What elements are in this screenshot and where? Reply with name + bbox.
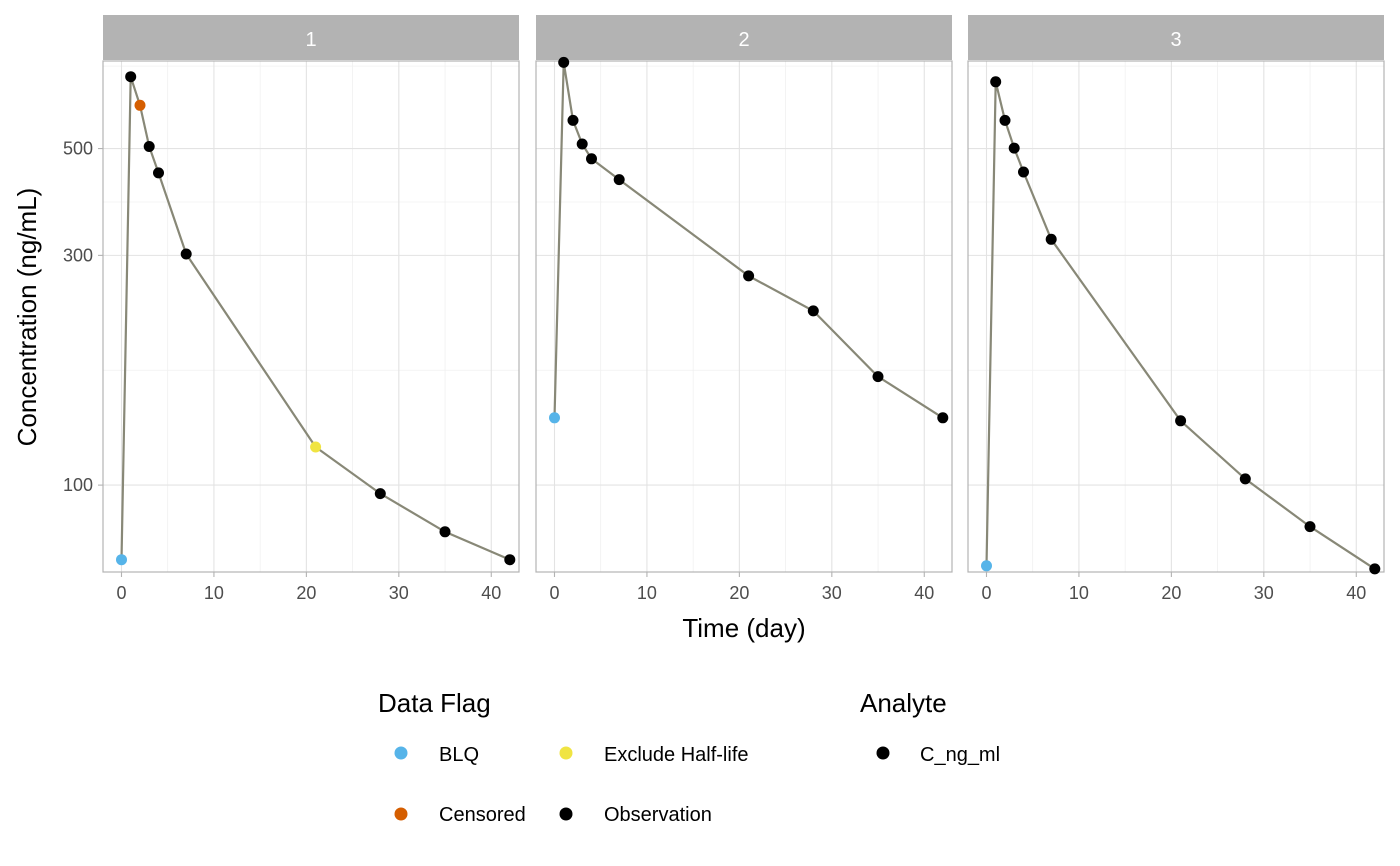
x-tick-label: 10 — [637, 583, 657, 603]
legend-title-data-flag: Data Flag — [378, 688, 491, 718]
data-point — [439, 526, 451, 538]
data-point — [1239, 473, 1251, 485]
data-point — [990, 76, 1002, 88]
x-tick-label: 20 — [1161, 583, 1181, 603]
x-tick-label: 0 — [981, 583, 991, 603]
x-tick-label: 30 — [822, 583, 842, 603]
x-tick-label: 0 — [549, 583, 559, 603]
x-axis-title: Time (day) — [682, 613, 805, 643]
legend-label-analyte: C_ng_ml — [920, 744, 1000, 766]
facet-strip-label: 2 — [738, 29, 749, 51]
data-point — [999, 114, 1011, 126]
legend-key-blq — [394, 746, 408, 760]
data-point — [558, 56, 570, 68]
panel-border — [535, 60, 953, 573]
data-point — [1018, 166, 1029, 178]
legend-label-exclude-half-life: Exclude Half-life — [604, 744, 749, 766]
y-tick-label: 500 — [63, 139, 93, 159]
data-point — [310, 441, 322, 453]
data-point — [1304, 521, 1316, 533]
facet-panel-2: 20 10 20 30 40 — [535, 15, 953, 603]
data-point — [374, 488, 386, 500]
facet-strip-label: 1 — [305, 29, 316, 51]
data-point — [586, 153, 597, 165]
data-point — [981, 560, 992, 572]
x-tick-label: 20 — [729, 583, 749, 603]
data-point — [567, 114, 579, 126]
data-point — [116, 554, 127, 566]
legend-key-censored — [394, 807, 408, 821]
facet-panel-3: 30 10 20 30 40 — [967, 15, 1385, 603]
x-tick-label: 40 — [1346, 583, 1366, 603]
x-tick-label: 30 — [389, 583, 409, 603]
facet-strip — [103, 15, 519, 60]
legend-key-analyte — [876, 746, 890, 760]
legend-area: Data Flag Analyte BLQ Exclude Half-life … — [378, 688, 1000, 826]
panel-background — [103, 61, 519, 572]
data-point — [743, 270, 755, 282]
data-point — [807, 305, 819, 317]
data-point — [1369, 563, 1381, 575]
facet-strip — [536, 15, 952, 60]
data-point — [1045, 233, 1057, 245]
series-line — [120, 76, 511, 561]
data-point — [872, 371, 884, 383]
data-point — [143, 141, 155, 152]
facet-strip-label: 3 — [1170, 29, 1181, 51]
x-tick-label: 0 — [116, 583, 126, 603]
y-tick-label: 100 — [63, 475, 93, 495]
data-point — [125, 71, 137, 83]
x-tick-label: 40 — [914, 583, 934, 603]
data-point — [613, 174, 625, 186]
panel-background — [536, 61, 952, 572]
panel-background — [968, 61, 1384, 572]
x-tick-label: 20 — [296, 583, 316, 603]
x-tick-label: 10 — [204, 583, 224, 603]
data-point — [1008, 142, 1020, 154]
x-tick-label: 40 — [481, 583, 501, 603]
panel-border — [102, 60, 520, 573]
y-axis-title: Concentration (ng/mL) — [12, 188, 42, 447]
facet-strip — [968, 15, 1384, 60]
data-point — [1175, 415, 1187, 427]
data-point — [153, 167, 164, 179]
legend-key-exclude-half-life — [559, 746, 573, 760]
data-point — [504, 554, 516, 566]
legend-label-blq: BLQ — [439, 744, 479, 766]
data-point — [180, 248, 192, 260]
data-point — [134, 99, 146, 111]
data-point — [937, 412, 949, 424]
series-line — [985, 81, 1376, 570]
legend-key-observation — [559, 807, 573, 821]
legend-label-censored: Censored — [439, 804, 526, 826]
x-tick-label: 30 — [1254, 583, 1274, 603]
y-tick-label: 300 — [63, 245, 93, 265]
x-tick-label: 10 — [1069, 583, 1089, 603]
series-line — [553, 62, 944, 419]
legend-label-observation: Observation — [604, 804, 712, 826]
data-point — [576, 138, 588, 150]
legend-title-analyte: Analyte — [860, 688, 947, 718]
panel-border — [967, 60, 1385, 573]
data-point — [549, 412, 560, 424]
